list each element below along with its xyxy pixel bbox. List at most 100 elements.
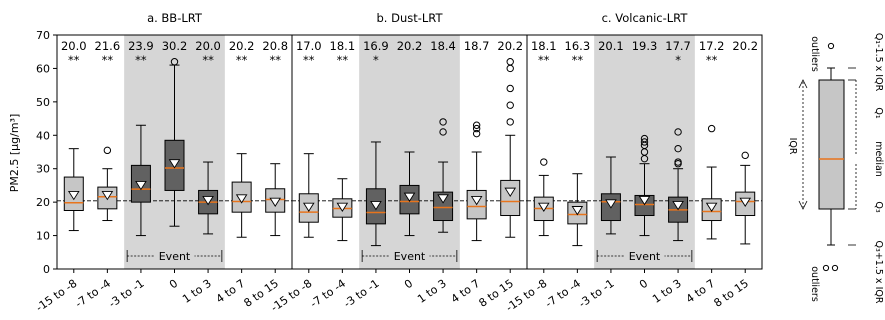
mean-marker bbox=[672, 201, 684, 211]
box-1 bbox=[63, 148, 84, 232]
top-value-label: 17.7 bbox=[665, 39, 691, 53]
event-label-bg bbox=[154, 249, 195, 262]
legend-upper-whisker-label: Q₃+1.5 x IQR bbox=[873, 241, 884, 304]
panel-title: a. BB-LRT bbox=[147, 11, 203, 25]
iqr-label: IQR bbox=[787, 138, 798, 155]
significance-label: ** bbox=[135, 53, 147, 67]
y-tick-label: 70 bbox=[36, 29, 50, 42]
box-5 bbox=[198, 161, 219, 235]
top-value-label: 16.3 bbox=[565, 39, 591, 53]
y-tick-label: 10 bbox=[36, 230, 50, 243]
x-tick-label: -3 to -1 bbox=[106, 277, 146, 311]
top-value-label: 20.2 bbox=[732, 39, 758, 53]
mean-marker bbox=[302, 202, 315, 213]
box-2 bbox=[332, 178, 353, 242]
box-3 bbox=[130, 124, 151, 237]
legend-lower-whisker-label: Q₁-1.5 x IQR bbox=[873, 33, 884, 92]
y-tick-label: 30 bbox=[36, 163, 50, 176]
y-tick-label: 40 bbox=[36, 129, 50, 142]
box-3 bbox=[365, 141, 386, 247]
chart-panels: Event a. BB-LRT 20.0 21.6 23.9 30.2 20.0 20.2 20… bbox=[34, 11, 763, 315]
outlier-point bbox=[103, 146, 112, 155]
mean-marker bbox=[437, 194, 449, 204]
mean-marker bbox=[67, 191, 80, 201]
top-value-label: 20.0 bbox=[195, 39, 221, 53]
x-tick-label: 0 bbox=[402, 277, 415, 292]
x-tick-label: 0 bbox=[637, 277, 650, 292]
box-4 bbox=[634, 134, 655, 237]
legend-outlier-marker bbox=[827, 42, 835, 50]
significance-label: ** bbox=[202, 53, 214, 67]
box-4 bbox=[164, 58, 185, 227]
legend-outliers-top: outliers bbox=[809, 36, 835, 72]
mean-marker bbox=[336, 202, 349, 213]
mean-marker bbox=[403, 192, 416, 202]
y-tick-label: 50 bbox=[36, 96, 50, 109]
legend-outliers-bottom-label: outliers bbox=[809, 266, 820, 302]
outlier-point bbox=[170, 58, 179, 66]
iqr-arrowhead-top bbox=[798, 79, 808, 89]
top-value-label: 18.4 bbox=[430, 39, 456, 53]
outlier-point bbox=[540, 158, 548, 166]
outlier-point bbox=[707, 124, 716, 133]
mean-marker bbox=[504, 187, 517, 197]
top-value-label: 20.0 bbox=[61, 39, 87, 53]
top-value-label: 18.1 bbox=[531, 39, 557, 53]
box-3 bbox=[600, 156, 621, 235]
panel-title: b. Dust-LRT bbox=[377, 11, 444, 25]
legend-median-label: median bbox=[873, 141, 884, 177]
top-value-label: 18.7 bbox=[464, 39, 490, 53]
legend-outlier-marker bbox=[831, 264, 839, 272]
panel-title: c. Volcanic-LRT bbox=[602, 11, 689, 25]
top-value-label: 30.2 bbox=[162, 39, 188, 53]
event-label: Event bbox=[394, 250, 426, 263]
box-2 bbox=[567, 173, 588, 247]
top-value-label: 23.9 bbox=[128, 39, 154, 53]
mean-marker bbox=[571, 206, 584, 216]
outlier-point bbox=[674, 128, 682, 136]
outlier-point bbox=[640, 134, 649, 143]
significance-label: ** bbox=[68, 53, 80, 67]
outlier-point bbox=[674, 158, 682, 166]
outlier-point bbox=[439, 118, 447, 126]
y-tick-label: 20 bbox=[36, 196, 50, 209]
box-6 bbox=[701, 124, 722, 240]
box-4 bbox=[399, 151, 420, 237]
y-axis-label: PM2.5 [μg/m³] bbox=[8, 114, 21, 193]
x-tick-label: -7 to -4 bbox=[543, 277, 583, 311]
box-7 bbox=[735, 151, 756, 245]
box-7 bbox=[265, 163, 286, 237]
box-iqr bbox=[433, 191, 454, 222]
y-tick-label: 0 bbox=[43, 263, 50, 276]
outlier-point bbox=[472, 129, 481, 138]
x-tick-label: -3 to -1 bbox=[576, 277, 616, 311]
x-tick-label: 1 to 3 bbox=[415, 277, 449, 306]
outlier-point bbox=[506, 84, 514, 93]
outlier-point bbox=[506, 101, 514, 109]
outlier-point bbox=[674, 144, 682, 153]
significance-label: ** bbox=[706, 53, 718, 67]
x-tick-label: -7 to -4 bbox=[308, 277, 348, 311]
outlier-point bbox=[439, 128, 447, 136]
box-iqr bbox=[500, 179, 521, 217]
legend-box bbox=[818, 79, 845, 210]
significance-label: ** bbox=[538, 53, 550, 67]
mean-marker bbox=[470, 196, 483, 206]
mean-marker bbox=[605, 199, 617, 209]
legend-q3-label: Q₃ bbox=[873, 201, 884, 212]
mean-marker bbox=[269, 197, 282, 207]
significance-label: ** bbox=[236, 53, 248, 67]
top-value-label: 18.1 bbox=[330, 39, 356, 53]
boxplot-legend: outliers outliers IQR Q₁-1.5 x IQR Q₁ me… bbox=[787, 33, 884, 304]
outlier-point bbox=[472, 124, 481, 133]
mean-marker bbox=[101, 191, 114, 201]
mean-marker bbox=[705, 202, 718, 213]
box-6 bbox=[466, 121, 487, 242]
top-value-label: 20.1 bbox=[598, 39, 624, 53]
x-tick-label: -15 to -8 bbox=[34, 277, 80, 315]
significance-label: ** bbox=[269, 53, 281, 67]
box-5 bbox=[433, 118, 454, 233]
significance-label: ** bbox=[337, 53, 349, 67]
box-1 bbox=[298, 153, 319, 238]
top-value-label: 19.3 bbox=[632, 39, 658, 53]
